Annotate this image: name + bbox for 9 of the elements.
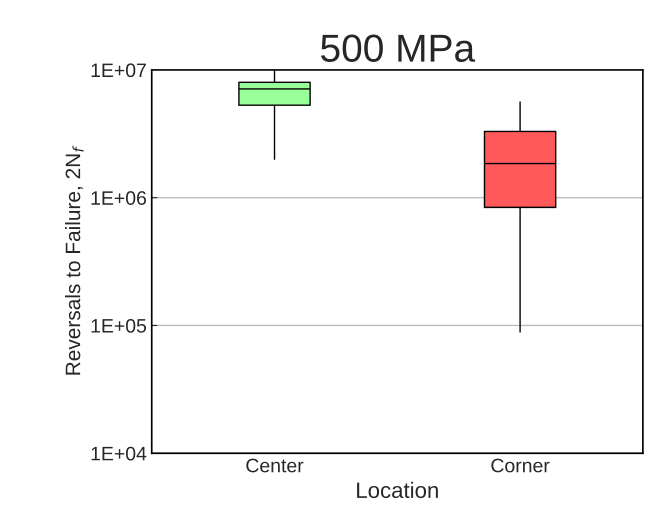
y-tick-label: 1E+05 <box>92 318 146 333</box>
y-tick-label: 1E+04 <box>92 446 146 460</box>
x-tick-label: Center <box>246 458 304 472</box>
x-axis-title: Location <box>357 482 438 498</box>
y-tick-label: 1E+07 <box>92 63 146 78</box>
y-axis-title: Reversals to Failure, 2N$_{f}$ <box>65 146 84 375</box>
y-tick-label: 1E+06 <box>92 191 146 205</box>
x-tick-label: Corner <box>491 458 550 472</box>
chart-title: 500 MPa <box>321 34 476 62</box>
